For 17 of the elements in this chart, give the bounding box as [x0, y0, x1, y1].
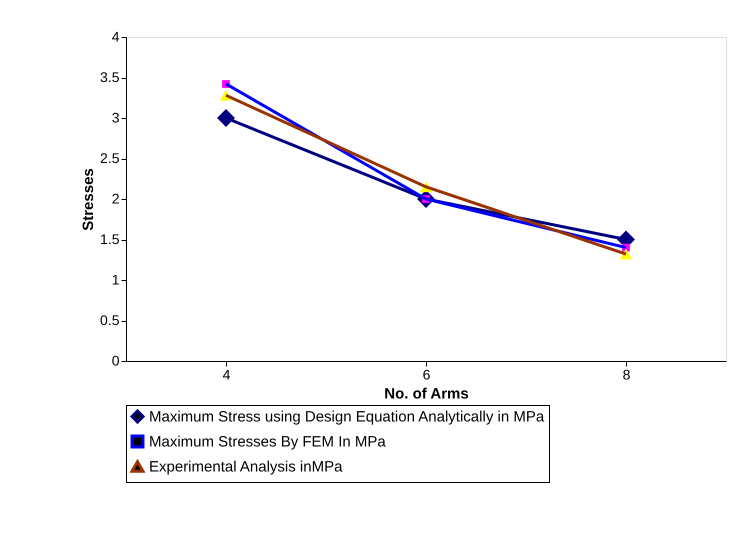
y-tick-label: 1 — [112, 272, 120, 288]
y-axis-title: Stresses — [80, 168, 98, 231]
y-tick-label: 0 — [112, 352, 120, 368]
legend-label: Experimental Analysis inMPa — [149, 458, 344, 476]
x-tick-label: 8 — [622, 366, 631, 382]
x-tick-label: 4 — [222, 366, 231, 382]
y-tick-label: 1.5 — [100, 231, 120, 247]
y-tick-label: 3 — [112, 110, 120, 126]
legend-label: Maximum Stress using Design Equation Analytically in MPa — [149, 408, 545, 426]
x-axis-title: No. of Arms — [384, 386, 469, 402]
y-tick-label: 3.5 — [100, 69, 120, 85]
y-tick-label: 2.5 — [100, 150, 120, 166]
legend-label: Maximum Stresses By FEM In MPa — [149, 434, 386, 450]
y-tick-label: 0.5 — [100, 312, 120, 328]
y-tick-label: 4 — [112, 28, 120, 44]
y-tick-label: 2 — [112, 190, 120, 206]
x-tick-label: 6 — [422, 366, 431, 382]
